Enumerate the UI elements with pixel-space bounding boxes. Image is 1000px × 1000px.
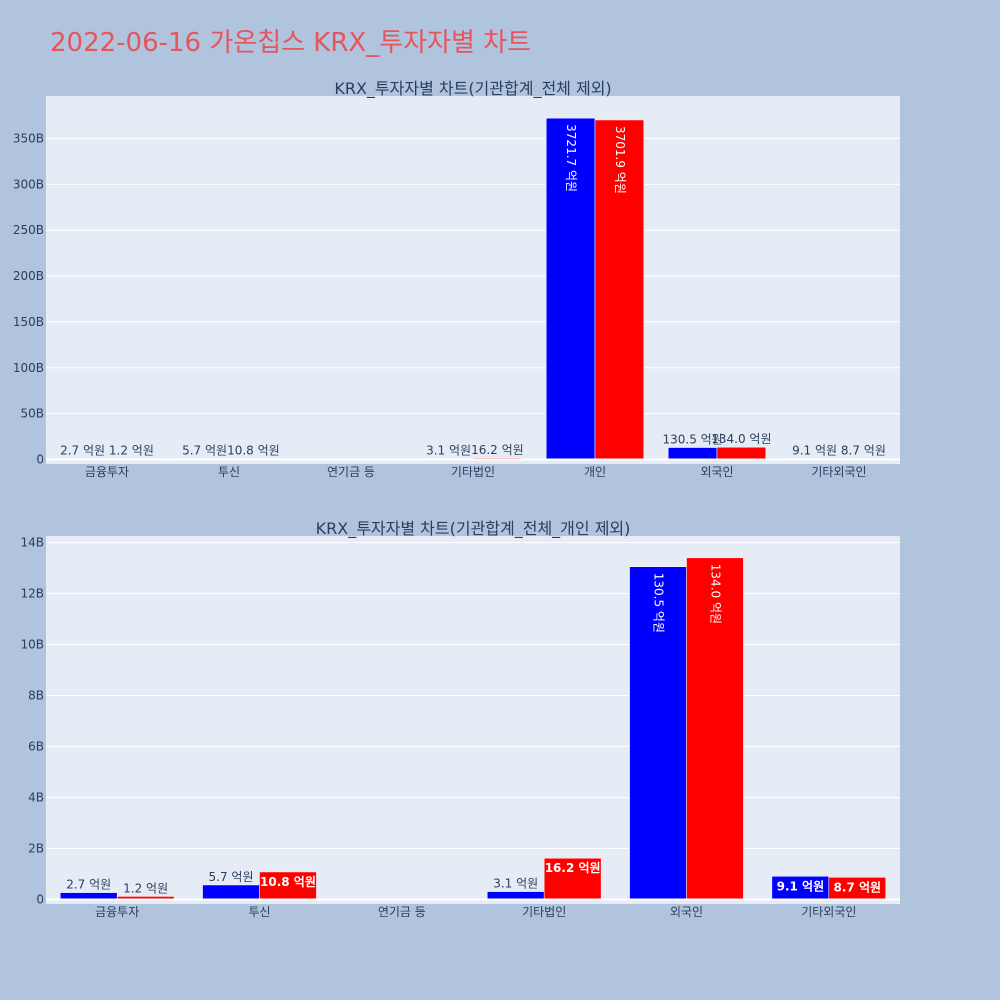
x-tick-label: 투신 [248, 905, 270, 919]
data-label: 134.0 억원 [708, 564, 722, 624]
data-label: 3721.7 억원 [564, 124, 578, 192]
page-title: 2022-06-16 가온칩스 KRX_투자자별 차트 [50, 28, 532, 58]
bar [202, 884, 260, 900]
y-tick-label: 10B [20, 638, 44, 652]
data-label: 9.1 억원 [792, 444, 837, 458]
bar [629, 566, 687, 900]
y-tick-label: 0 [36, 893, 44, 907]
y-tick-label: 300B [13, 177, 44, 191]
x-tick-label: 기타법인 [451, 465, 495, 479]
y-tick-label: 50B [20, 407, 44, 421]
y-tick-label: 14B [20, 536, 44, 550]
plot-area-2 [46, 536, 900, 904]
data-label: 3.1 억원 [493, 877, 538, 891]
bar [667, 447, 718, 460]
bar [59, 892, 118, 900]
data-label: 10.8 억원 [227, 444, 280, 458]
bar [594, 119, 645, 460]
y-tick-label: 0 [36, 453, 44, 467]
chart-title-2: KRX_투자자별 차트(기관합계_전체_개인 제외) [316, 519, 631, 539]
x-tick-label: 기타외국인 [801, 905, 856, 919]
y-tick-label: 350B [13, 132, 44, 146]
data-label: 2.7 억원 [66, 878, 111, 892]
y-tick-label: 150B [13, 315, 44, 329]
bar [543, 857, 602, 900]
x-tick-label: 금융투자 [95, 905, 139, 919]
data-label: 134.0 억원 [711, 432, 771, 446]
data-label: 1.2 억원 [123, 881, 168, 895]
y-tick-label: 12B [20, 587, 44, 601]
data-label: 16.2 억원 [545, 861, 601, 875]
plot-area-1 [46, 96, 900, 464]
y-tick-label: 250B [13, 223, 44, 237]
y-tick-label: 6B [28, 740, 44, 754]
data-label: 3.1 억원 [426, 444, 471, 458]
x-tick-label: 연기금 등 [378, 905, 426, 919]
data-label: 2.7 억원 [60, 444, 105, 458]
data-label: 9.1 억원 [777, 879, 825, 893]
x-tick-label: 개인 [584, 465, 606, 479]
y-tick-label: 4B [28, 791, 44, 805]
x-tick-label: 기타법인 [522, 905, 566, 919]
x-tick-label: 연기금 등 [327, 465, 375, 479]
bar [486, 891, 545, 900]
x-tick-label: 외국인 [670, 905, 703, 919]
data-label: 1.2 억원 [109, 444, 154, 458]
data-label: 3701.9 억원 [613, 126, 627, 194]
bar [716, 446, 767, 460]
data-label: 130.5 억원 [652, 573, 666, 633]
data-label: 130.5 억원 [662, 433, 722, 447]
data-label: 5.7 억원 [209, 870, 254, 884]
x-tick-label: 금융투자 [85, 465, 129, 479]
y-tick-label: 100B [13, 361, 44, 375]
y-tick-label: 8B [28, 689, 44, 703]
y-tick-label: 200B [13, 269, 44, 283]
data-label: 16.2 억원 [471, 443, 524, 457]
data-label: 10.8 억원 [260, 875, 316, 889]
chart-title-1: KRX_투자자별 차트(기관합계_전체 제외) [334, 79, 611, 99]
x-tick-label: 기타외국인 [811, 465, 866, 479]
bar [686, 557, 744, 900]
y-tick-label: 2B [28, 842, 44, 856]
x-tick-label: 외국인 [700, 465, 733, 479]
data-label: 8.7 억원 [841, 444, 886, 458]
x-tick-label: 투신 [218, 465, 240, 479]
data-label: 5.7 억원 [182, 444, 227, 458]
data-label: 8.7 억원 [834, 880, 882, 894]
bar [259, 871, 317, 900]
